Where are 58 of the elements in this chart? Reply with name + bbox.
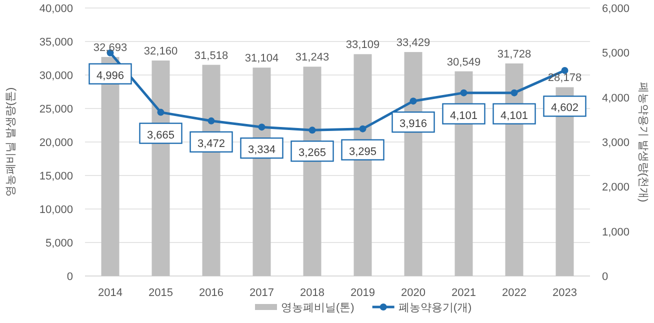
y-tick-label: 35,000	[39, 36, 73, 48]
x-tick-label: 2015	[148, 287, 173, 299]
point	[460, 89, 468, 96]
x-tick-label: 2019	[350, 287, 375, 299]
point	[157, 108, 164, 116]
y-tick-label: 10,000	[39, 204, 73, 216]
data-label: 31,728	[497, 48, 532, 60]
y2-tick-label: 4,000	[602, 92, 630, 104]
x-tick-label: 2021	[452, 287, 476, 299]
y-tick-label: 5,000	[45, 238, 73, 250]
data-label: 3,295	[348, 146, 377, 158]
y2-axis-title: 폐농약용기 발생량(천개)	[637, 82, 649, 202]
y-tick-label: 20,000	[39, 137, 73, 149]
data-label: 3,334	[248, 144, 276, 156]
y-tick-label: 15,000	[39, 170, 73, 182]
x-tick-label: 2017	[250, 287, 274, 299]
y2-tick-label: 5,000	[602, 48, 630, 60]
x-tick-label: 2023	[552, 287, 577, 299]
y-axis-title: 영농폐비닐 발생량(톤)	[5, 87, 17, 197]
y-tick-label: 25,000	[39, 104, 73, 116]
y-tick-label: 0	[66, 271, 73, 283]
data-label: 31,243	[295, 52, 330, 64]
data-label: 28,178	[548, 72, 582, 84]
y2-tick-label: 1,000	[602, 226, 630, 238]
legend-label: 폐농약용기(개)	[398, 302, 472, 314]
x-tick-label: 2018	[300, 287, 324, 299]
data-label: 31,518	[194, 50, 228, 62]
y2-tick-label: 2,000	[602, 182, 630, 194]
data-label: 4,996	[96, 70, 124, 82]
legend-label: 영농폐비닐(톤)	[281, 302, 354, 314]
data-label: 4,101	[450, 110, 478, 122]
data-label: 33,429	[396, 37, 430, 50]
x-tick-label: 2016	[199, 287, 224, 299]
data-label: 31,104	[244, 52, 279, 65]
data-label: 3,265	[298, 147, 326, 160]
point	[258, 124, 266, 131]
y2-tick-label: 3,000	[602, 137, 630, 149]
point	[410, 98, 417, 105]
point	[510, 89, 518, 96]
point	[359, 125, 366, 132]
data-label: 32,160	[144, 46, 178, 58]
data-label: 3,665	[146, 129, 175, 142]
x-tick-label: 2020	[401, 287, 426, 299]
point	[308, 126, 316, 134]
data-label: 30,549	[446, 56, 481, 68]
y-tick-label: 40,000	[39, 3, 73, 15]
data-label: 33,109	[346, 39, 380, 52]
data-label: 3,916	[399, 118, 428, 130]
data-label: 3,472	[197, 138, 226, 150]
x-tick-label: 2022	[502, 287, 526, 299]
data-label: 4,101	[500, 110, 528, 122]
point	[208, 117, 215, 124]
data-label: 4,602	[550, 102, 579, 114]
y-tick-label: 30,000	[39, 70, 73, 82]
y2-tick-label: 0	[602, 271, 608, 283]
data-label: 32,693	[93, 42, 128, 54]
x-tick-label: 2014	[98, 287, 122, 299]
y2-tick-label: 6,000	[602, 3, 630, 15]
